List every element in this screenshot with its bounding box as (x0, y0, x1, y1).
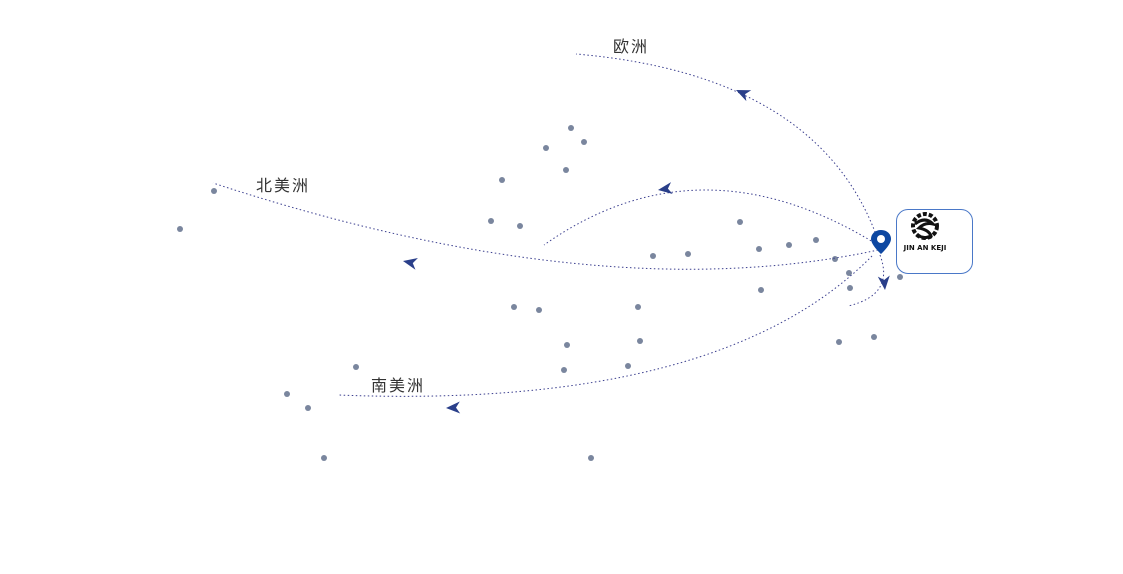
arrow-short-icon (877, 275, 890, 290)
location-dot (847, 285, 853, 291)
location-pin-icon (871, 230, 891, 254)
location-dot (588, 455, 594, 461)
route-inner (543, 189, 879, 246)
location-dot (897, 274, 903, 280)
label-north-america: 北美洲 (256, 176, 311, 195)
location-dot (635, 304, 641, 310)
location-dot (499, 177, 505, 183)
location-dot (536, 307, 542, 313)
location-dot (211, 188, 217, 194)
arrow-europe-icon (736, 90, 752, 102)
location-dot (836, 339, 842, 345)
location-dot (650, 253, 656, 259)
location-dot (737, 219, 743, 225)
route-south-america (337, 255, 873, 397)
location-dot (321, 455, 327, 461)
location-dot (305, 405, 311, 411)
arrow-south-america-icon (446, 401, 461, 414)
location-dot (625, 363, 631, 369)
location-dot (563, 167, 569, 173)
location-dot (353, 364, 359, 370)
location-dot (813, 237, 819, 243)
location-dot (284, 391, 290, 397)
location-dot (786, 242, 792, 248)
location-dot (758, 287, 764, 293)
label-south-america: 南美洲 (371, 376, 426, 395)
location-dot (177, 226, 183, 232)
location-dot (685, 251, 691, 257)
company-logo: JIN AN KEJI (896, 209, 973, 274)
location-dot (488, 218, 494, 224)
location-dot (871, 334, 877, 340)
location-dot (564, 342, 570, 348)
route-europe (575, 53, 879, 241)
arrow-inner-icon (658, 182, 673, 194)
svg-text:JIN AN KEJI: JIN AN KEJI (903, 244, 947, 252)
location-dot (637, 338, 643, 344)
location-dot (543, 145, 549, 151)
route-north-america (212, 182, 879, 270)
location-dot (561, 367, 567, 373)
location-dot (832, 256, 838, 262)
logo-emblem-icon: JIN AN KEJI (903, 212, 947, 252)
location-dot (581, 139, 587, 145)
location-dot (568, 125, 574, 131)
arrow-north-america-icon (403, 258, 418, 270)
label-europe: 欧洲 (613, 37, 650, 56)
location-dot (511, 304, 517, 310)
location-dot (846, 270, 852, 276)
location-dot (756, 246, 762, 252)
location-dot (517, 223, 523, 229)
